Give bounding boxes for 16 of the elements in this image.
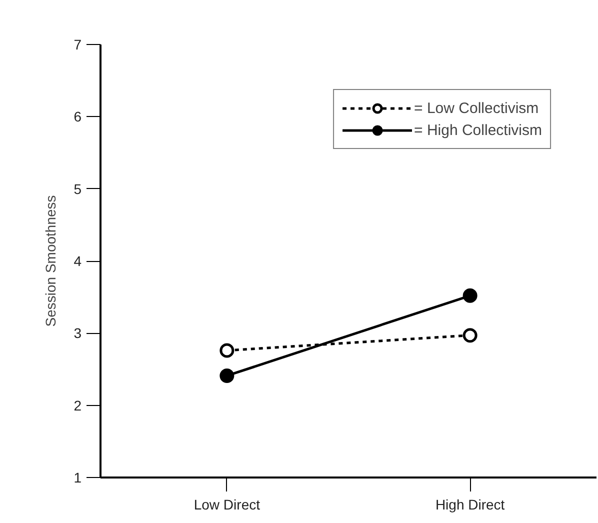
point bbox=[462, 328, 478, 343]
y-tick-label: 7 bbox=[74, 36, 82, 52]
legend-label: = Low Collectivism bbox=[414, 100, 539, 116]
y-tick-label: 6 bbox=[74, 108, 82, 125]
y-tick-label: 5 bbox=[74, 180, 82, 197]
point bbox=[220, 368, 234, 383]
legend-label: = High Collectivism bbox=[414, 122, 542, 138]
x-tick-label: Low Direct bbox=[194, 496, 260, 512]
point bbox=[220, 343, 234, 358]
y-axis-title: Session Smoothness bbox=[42, 195, 59, 327]
point bbox=[462, 288, 478, 303]
y-tick-label: 2 bbox=[74, 397, 82, 414]
y-tick-label: 1 bbox=[74, 470, 82, 486]
x-tick-label: High Direct bbox=[435, 496, 505, 512]
y-tick-label: 3 bbox=[74, 325, 82, 342]
y-tick-label: 4 bbox=[74, 253, 82, 269]
